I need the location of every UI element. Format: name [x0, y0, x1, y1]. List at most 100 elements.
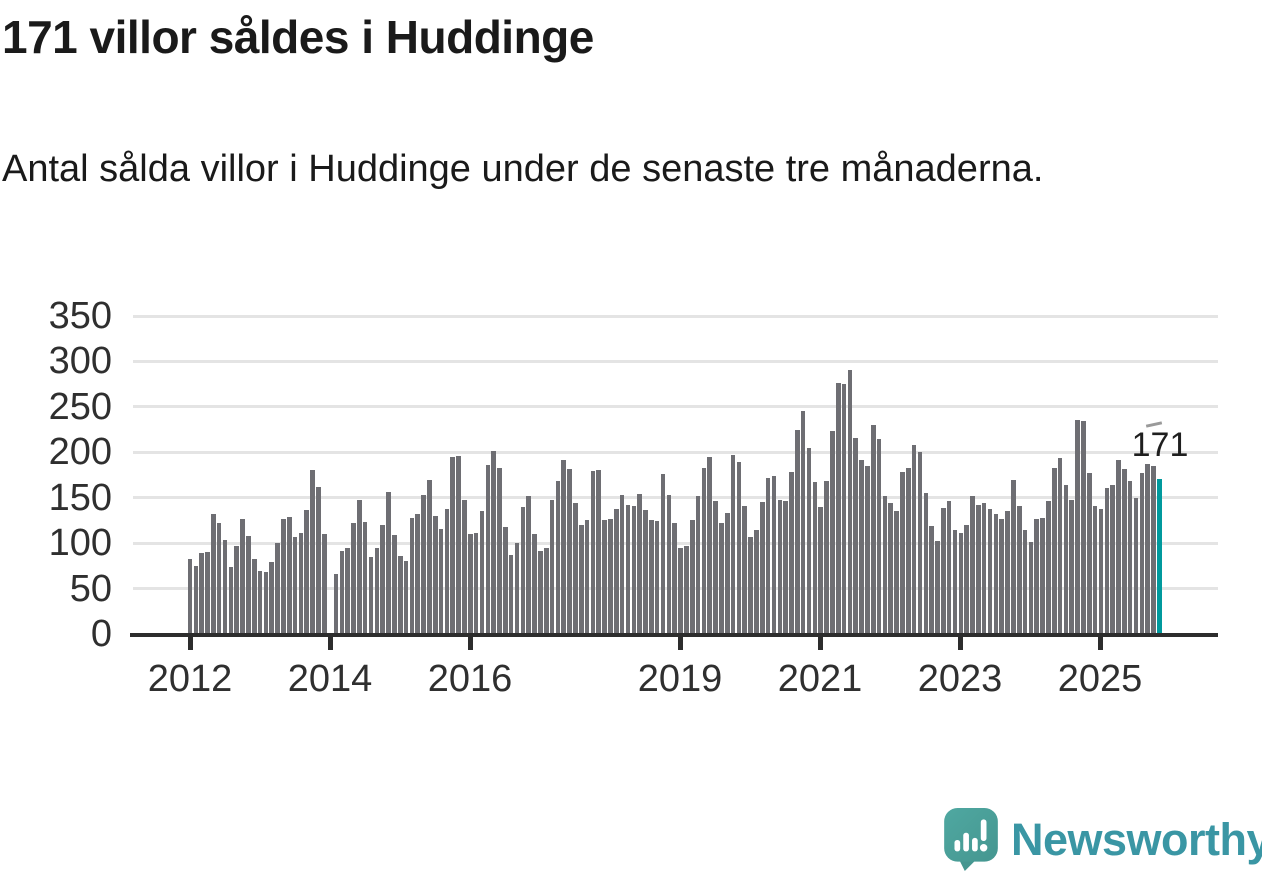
bar — [830, 431, 835, 634]
bar — [976, 504, 981, 634]
y-gridline — [133, 450, 1218, 454]
bar — [386, 492, 391, 634]
bar — [450, 456, 456, 634]
bar — [946, 501, 952, 634]
bar — [251, 559, 257, 634]
bar — [199, 553, 204, 634]
bar — [917, 452, 923, 634]
newsworthy-logo-icon — [944, 808, 998, 872]
bar — [1016, 505, 1022, 634]
bar — [654, 521, 660, 634]
bar — [310, 469, 315, 634]
x-axis-tick — [817, 637, 823, 650]
bar — [368, 556, 374, 634]
bar — [1005, 511, 1010, 634]
bar — [964, 524, 969, 634]
bar — [1057, 457, 1063, 634]
bar — [818, 506, 823, 634]
bar — [783, 501, 788, 634]
bar — [905, 467, 911, 634]
highlight-bar — [1157, 478, 1162, 634]
bar — [567, 468, 572, 634]
bar — [707, 456, 713, 634]
bar — [187, 559, 193, 634]
x-axis-tick — [187, 637, 193, 650]
bar — [514, 543, 520, 634]
y-gridline — [133, 405, 1218, 409]
bar — [298, 533, 304, 634]
bar — [520, 506, 526, 634]
bar — [1022, 530, 1028, 634]
bar — [841, 384, 847, 634]
chart-subtitle: Antal sålda villor i Huddinge under de s… — [2, 148, 1044, 190]
x-axis-tick — [677, 637, 683, 650]
bar — [847, 369, 853, 634]
y-axis-tick-label: 300 — [48, 340, 112, 383]
bar — [362, 522, 368, 634]
bar — [333, 574, 339, 634]
bar — [392, 534, 397, 634]
bar — [619, 494, 625, 634]
x-axis-tick — [327, 637, 333, 650]
bar — [608, 518, 613, 634]
bar — [1028, 542, 1034, 634]
bar — [1075, 419, 1080, 634]
bar — [952, 530, 958, 634]
bar — [789, 472, 794, 634]
y-gridline — [133, 359, 1218, 363]
bar — [205, 552, 210, 634]
bar — [590, 471, 596, 634]
bar — [403, 561, 409, 634]
bar — [1139, 473, 1145, 634]
bar — [397, 555, 403, 634]
bar — [1098, 508, 1104, 634]
bar — [1011, 480, 1016, 634]
bar — [561, 460, 567, 634]
bar — [736, 462, 742, 634]
bar — [724, 513, 730, 634]
bar — [304, 510, 310, 634]
x-axis-tick-label: 2014 — [287, 658, 373, 700]
bar — [351, 523, 356, 634]
bar — [1092, 505, 1098, 634]
bar — [602, 520, 607, 634]
bar — [1040, 517, 1045, 634]
bar — [1116, 459, 1121, 634]
bar — [1063, 484, 1069, 634]
bar — [380, 524, 385, 634]
bar — [1133, 497, 1139, 634]
bar — [1104, 487, 1110, 634]
bar — [549, 499, 555, 634]
bar — [286, 516, 292, 634]
bar — [543, 547, 549, 634]
x-axis-tick — [467, 637, 473, 650]
bar — [643, 509, 648, 634]
bar — [748, 536, 753, 634]
value-annotation: 171 — [1131, 426, 1189, 464]
brand-name: Newsworthy — [1011, 814, 1262, 865]
bar — [374, 547, 380, 634]
bar — [941, 507, 946, 634]
bar — [1151, 465, 1156, 634]
bar — [660, 474, 666, 634]
bar — [859, 460, 864, 634]
bar — [479, 511, 485, 634]
bar — [981, 503, 987, 634]
y-gridline — [133, 496, 1218, 500]
x-axis-tick — [1097, 637, 1103, 650]
x-axis-tick-label: 2019 — [637, 658, 723, 700]
bar — [468, 534, 473, 634]
bar — [625, 504, 631, 634]
bar — [263, 572, 269, 634]
bar — [1034, 518, 1040, 634]
bar — [970, 495, 975, 634]
chart-title: 171 villor såldes i Huddinge — [2, 11, 594, 63]
bar — [316, 486, 321, 634]
bar — [240, 518, 245, 634]
bar — [929, 525, 934, 634]
bar — [526, 495, 531, 634]
bar — [958, 533, 964, 634]
bar — [1145, 464, 1150, 634]
bar — [234, 545, 239, 634]
